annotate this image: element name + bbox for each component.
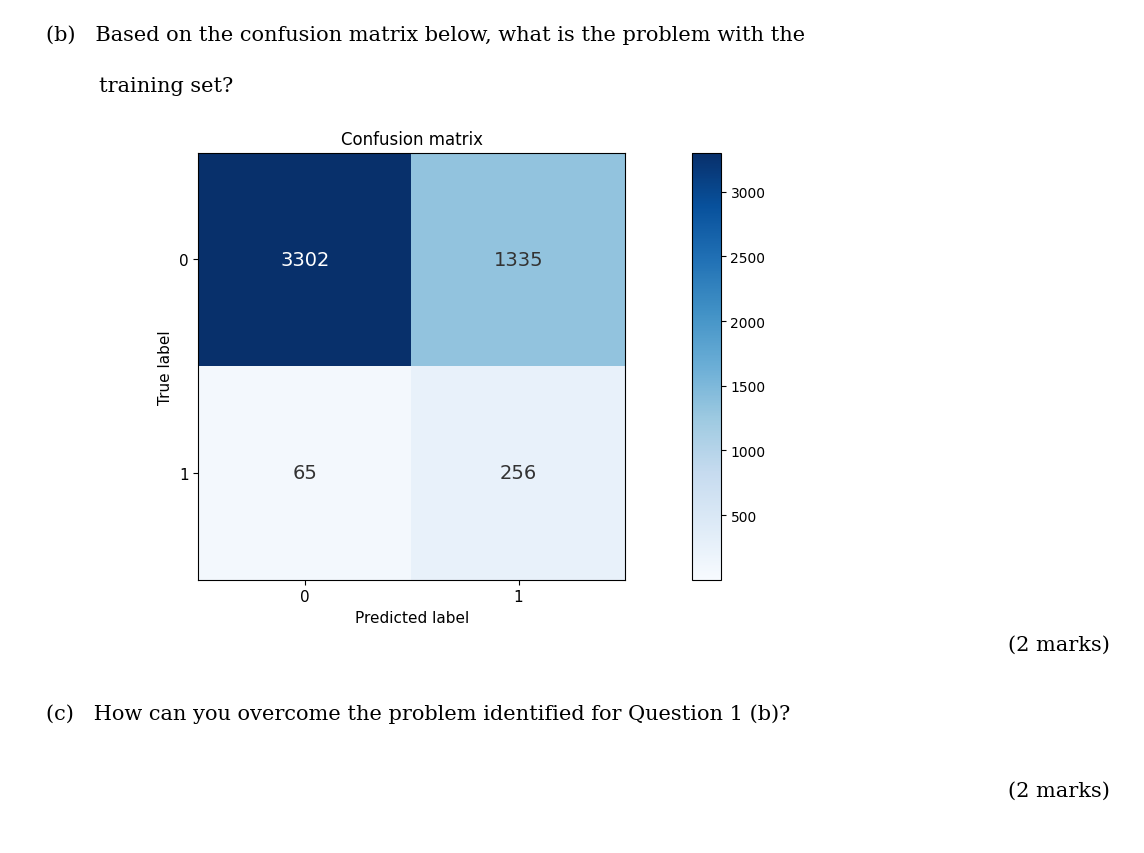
Title: Confusion matrix: Confusion matrix	[341, 131, 483, 149]
Text: 65: 65	[293, 464, 318, 483]
Text: 256: 256	[500, 464, 538, 483]
Text: (b)   Based on the confusion matrix below, what is the problem with the: (b) Based on the confusion matrix below,…	[46, 26, 805, 45]
Text: 3302: 3302	[280, 251, 329, 270]
Y-axis label: True label: True label	[158, 329, 174, 404]
Text: (2 marks): (2 marks)	[1008, 635, 1110, 654]
X-axis label: Predicted label: Predicted label	[355, 610, 469, 625]
Text: 1335: 1335	[494, 251, 543, 270]
Text: (2 marks): (2 marks)	[1008, 780, 1110, 799]
Text: training set?: training set?	[46, 77, 233, 96]
Text: (c)   How can you overcome the problem identified for Question 1 (b)?: (c) How can you overcome the problem ide…	[46, 704, 791, 723]
